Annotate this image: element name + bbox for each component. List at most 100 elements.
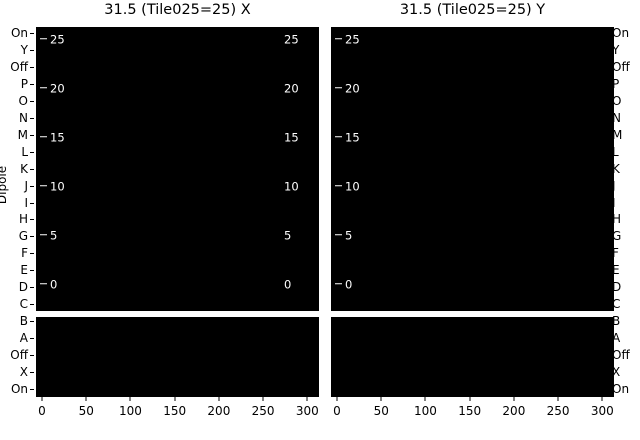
tick-dash-icon bbox=[40, 185, 47, 187]
tick-dash-icon bbox=[335, 87, 342, 89]
plot-area-x-upper[interactable]: 25 20 15 10 5 0 25 20 15 10 5 0 bbox=[36, 27, 319, 311]
category-tick-label-left-1: Y bbox=[20, 42, 28, 57]
category-tick-mark bbox=[30, 83, 34, 85]
x-tick-label-200: 200 bbox=[207, 404, 231, 418]
category-tick-mark bbox=[30, 355, 34, 357]
category-tick-label-right-7: L bbox=[612, 144, 619, 159]
category-tick-mark bbox=[30, 117, 34, 119]
category-tick-label-left-7: L bbox=[21, 144, 28, 159]
category-tick-label-left-4: O bbox=[18, 93, 28, 108]
tick-dash-icon bbox=[40, 87, 47, 89]
category-tick-mark bbox=[30, 287, 34, 289]
x-tick-label-200: 200 bbox=[502, 404, 526, 418]
category-tick-label-right-4: O bbox=[612, 93, 622, 108]
x-tick-label-250: 250 bbox=[546, 404, 570, 418]
category-tick-mark bbox=[30, 304, 34, 306]
panel-y-inner-tick-20: 20 bbox=[335, 83, 360, 95]
x-tick-mark bbox=[380, 397, 382, 401]
category-tick-label-left-21: On bbox=[10, 382, 28, 396]
category-tick-label-right-18: A bbox=[612, 331, 621, 346]
category-tick-label-left-9: J bbox=[24, 178, 28, 193]
x-tick-mark bbox=[174, 397, 176, 401]
category-tick-mark bbox=[30, 202, 34, 204]
tick-dash-icon bbox=[40, 38, 47, 40]
inner-tick-label: 20 bbox=[345, 81, 360, 96]
x-tick-label-0: 0 bbox=[38, 404, 46, 418]
category-tick-mark bbox=[30, 168, 34, 170]
tick-dash-icon bbox=[335, 234, 342, 236]
tick-dash-icon bbox=[40, 136, 47, 138]
category-tick-label-right-16: C bbox=[612, 297, 621, 312]
category-tick-mark bbox=[30, 134, 34, 136]
panel-y-inner-tick-10: 10 bbox=[335, 181, 360, 193]
category-tick-label-left-6: M bbox=[17, 127, 28, 142]
x-axis-right: 0 50 100 150 200 250 300 bbox=[331, 397, 614, 437]
panel-x-inner-tick-right-15: 15 bbox=[284, 130, 299, 145]
tick-dash-icon bbox=[40, 283, 47, 285]
x-tick-mark bbox=[469, 397, 471, 401]
category-tick-label-right-14: E bbox=[612, 263, 620, 278]
category-tick-label-left-0: On bbox=[10, 26, 28, 40]
category-tick-mark bbox=[30, 219, 34, 221]
panel-x-inner-tick-right-5: 5 bbox=[284, 228, 292, 243]
category-tick-mark bbox=[30, 321, 34, 323]
x-tick-mark bbox=[424, 397, 426, 401]
plot-area-y-upper[interactable]: 25 20 15 10 5 0 bbox=[331, 27, 614, 311]
category-tick-label-right-17: B bbox=[612, 314, 621, 329]
inner-tick-label: 5 bbox=[50, 228, 58, 243]
category-tick-mark bbox=[30, 270, 34, 272]
panel-x-inner-tick-right-20: 20 bbox=[284, 81, 299, 96]
panel-x-inner-tick-0: 0 bbox=[40, 279, 57, 291]
x-tick-label-0: 0 bbox=[333, 404, 341, 418]
category-tick-label-right-5: N bbox=[612, 110, 621, 125]
category-tick-label-left-3: P bbox=[20, 76, 28, 91]
category-tick-label-right-8: K bbox=[612, 161, 620, 176]
x-axis-left: 0 50 100 150 200 250 300 bbox=[36, 397, 319, 437]
category-tick-label-left-12: G bbox=[18, 229, 28, 244]
x-tick-label-250: 250 bbox=[251, 404, 275, 418]
panel-x-inner-tick-25: 25 bbox=[40, 34, 65, 46]
x-tick-mark bbox=[41, 397, 43, 401]
category-tick-label-left-20: X bbox=[19, 365, 28, 380]
panel-x-inner-tick-right-10: 10 bbox=[284, 179, 299, 194]
category-tick-mark bbox=[30, 100, 34, 102]
x-tick-label-50: 50 bbox=[373, 404, 389, 418]
inner-tick-label: 25 bbox=[345, 32, 360, 47]
plot-area-y-lower[interactable] bbox=[331, 317, 614, 397]
category-tick-label-right-11: H bbox=[612, 212, 622, 227]
category-tick-label-right-0: On bbox=[612, 26, 630, 40]
category-tick-mark bbox=[30, 151, 34, 153]
tick-dash-icon bbox=[335, 136, 342, 138]
category-tick-label-right-19: Off bbox=[612, 348, 630, 363]
category-tick-label-right-3: P bbox=[612, 76, 620, 91]
plot-panel-x[interactable]: 25 20 15 10 5 0 25 20 15 10 5 0 bbox=[36, 27, 319, 397]
category-tick-label-right-21: On bbox=[612, 382, 630, 396]
x-tick-mark bbox=[601, 397, 603, 401]
category-tick-label-left-2: Off bbox=[10, 59, 28, 74]
plot-area-x-lower[interactable] bbox=[36, 317, 319, 397]
category-tick-label-left-10: I bbox=[24, 195, 28, 210]
inner-tick-label: 15 bbox=[50, 130, 65, 145]
x-tick-label-300: 300 bbox=[590, 404, 614, 418]
panel-title-x: 31.5 (Tile025=25) X bbox=[104, 2, 251, 18]
category-tick-label-left-13: F bbox=[21, 246, 28, 261]
panel-x-inner-tick-15: 15 bbox=[40, 132, 65, 144]
inner-tick-label: 0 bbox=[50, 277, 58, 292]
panel-x-inner-tick-5: 5 bbox=[40, 230, 57, 242]
inner-tick-label: 5 bbox=[345, 228, 353, 243]
category-tick-label-right-13: F bbox=[612, 246, 619, 261]
x-tick-label-50: 50 bbox=[78, 404, 94, 418]
panel-x-inner-tick-right-25: 25 bbox=[284, 32, 299, 47]
category-tick-mark bbox=[30, 372, 34, 374]
category-tick-mark bbox=[30, 389, 34, 390]
category-tick-label-right-6: M bbox=[612, 127, 623, 142]
x-tick-mark bbox=[306, 397, 308, 401]
inner-tick-label: 20 bbox=[50, 81, 65, 96]
x-tick-label-150: 150 bbox=[163, 404, 187, 418]
category-tick-mark bbox=[30, 253, 34, 255]
plot-panel-y[interactable]: 25 20 15 10 5 0 bbox=[331, 27, 614, 397]
panel-x-inner-tick-right-0: 0 bbox=[284, 277, 292, 292]
x-tick-label-300: 300 bbox=[295, 404, 319, 418]
